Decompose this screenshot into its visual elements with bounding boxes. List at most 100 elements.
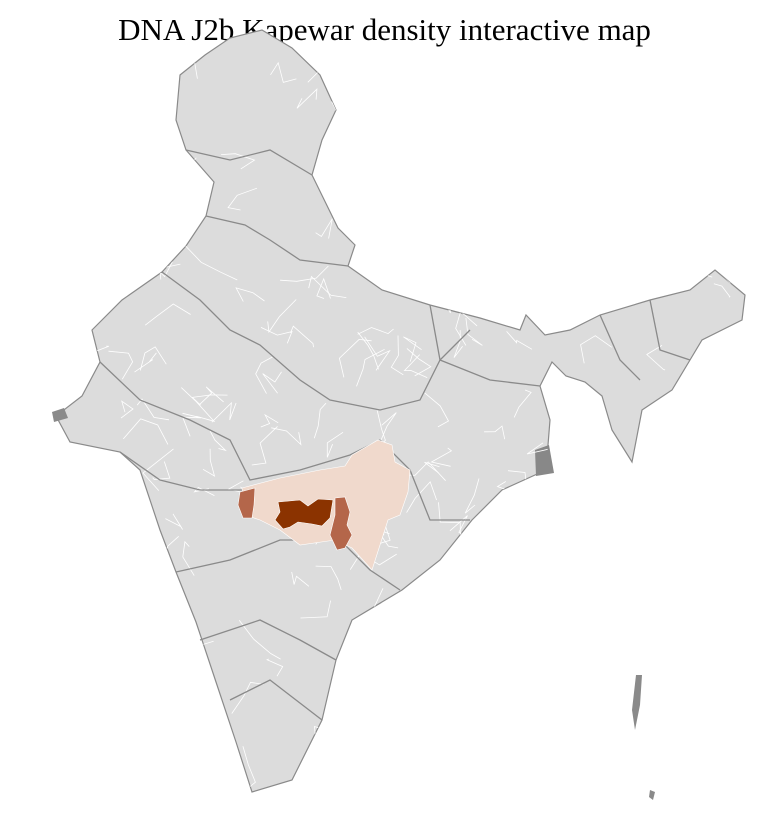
- district-border-line: [452, 127, 484, 148]
- district-border-line: [682, 269, 713, 278]
- district-border-line: [300, 600, 331, 619]
- district-border-line: [327, 691, 357, 713]
- district-border-line: [345, 647, 358, 676]
- district-border-line: [465, 317, 483, 346]
- district-border-line: [375, 201, 416, 218]
- district-border-line: [481, 209, 487, 228]
- region-density-medium-west[interactable]: [237, 487, 256, 519]
- district-border-line: [132, 582, 172, 611]
- district-border-line: [572, 528, 588, 547]
- district-border-line: [181, 387, 216, 423]
- district-border-line: [203, 758, 237, 779]
- district-border-line: [580, 335, 613, 364]
- district-border-line: [643, 661, 662, 677]
- district-border-line: [632, 564, 645, 581]
- district-border-line: [498, 654, 532, 704]
- district-border-line: [555, 562, 576, 582]
- district-border-line: [267, 299, 297, 334]
- district-border-line: [315, 218, 333, 239]
- district-border-line: [552, 587, 580, 602]
- district-border-line: [488, 30, 519, 46]
- district-border-line: [360, 203, 390, 224]
- district-border-line: [464, 98, 484, 121]
- district-border-line: [366, 158, 383, 180]
- district-border-line: [400, 687, 438, 721]
- district-border-line: [578, 281, 597, 296]
- district-border-line: [381, 758, 403, 774]
- district-border-line: [484, 425, 506, 440]
- district-border-line: [357, 327, 394, 335]
- district-border-line: [514, 30, 527, 33]
- district-border-line: [182, 540, 195, 576]
- district-border-line: [521, 240, 535, 259]
- district-border-line: [152, 461, 171, 480]
- district-border-line: [698, 656, 722, 683]
- district-border-line: [415, 34, 430, 54]
- district-border-line: [323, 161, 337, 180]
- district-border-line: [707, 30, 732, 45]
- district-border-line: [635, 622, 665, 645]
- district-border-line: [105, 748, 132, 775]
- district-border-line: [438, 502, 461, 539]
- district-border-line: [599, 53, 646, 83]
- district-border-line: [231, 681, 264, 714]
- land-layer: [52, 29, 746, 800]
- region-density-medium-east[interactable]: [329, 496, 353, 551]
- district-border-line: [506, 331, 533, 350]
- district-border-line: [140, 30, 161, 56]
- district-border-line: [623, 604, 644, 621]
- district-border-line: [611, 479, 626, 510]
- district-border-line: [670, 48, 706, 67]
- district-border-line: [662, 50, 673, 80]
- district-border-line: [415, 679, 454, 685]
- district-border-line: [464, 478, 480, 514]
- district-border-line: [84, 496, 112, 521]
- district-border-line: [564, 405, 585, 425]
- district-border-line: [296, 88, 318, 109]
- district-border-line: [139, 346, 167, 371]
- district-border-line: [154, 633, 179, 646]
- district-border-line: [330, 118, 347, 142]
- district-border-line: [260, 413, 279, 428]
- district-border-line: [578, 254, 595, 263]
- district-border-line: [411, 188, 435, 217]
- district-border-line: [713, 283, 731, 298]
- district-border-line: [509, 132, 528, 153]
- district-border-line: [605, 30, 644, 43]
- district-border-line: [373, 240, 393, 264]
- district-border-line: [144, 303, 191, 326]
- district-border-line: [633, 749, 657, 766]
- district-border-line: [162, 741, 193, 756]
- map-title: DNA J2b Kapewar density interactive map: [118, 12, 651, 47]
- district-border-line: [134, 352, 157, 373]
- district-border-line: [652, 71, 699, 89]
- district-border-line: [578, 432, 599, 454]
- district-border-line: [409, 694, 429, 727]
- district-border-line: [71, 158, 93, 203]
- district-border-line: [182, 412, 202, 437]
- district-border-line: [74, 227, 92, 248]
- district-border-line: [406, 113, 435, 135]
- district-border-line: [165, 513, 183, 530]
- district-border-line: [655, 708, 672, 742]
- district-border-line: [431, 788, 454, 792]
- district-border-line: [199, 386, 224, 405]
- district-border-line: [266, 658, 284, 677]
- district-border-line: [384, 661, 414, 706]
- district-border-line: [435, 133, 466, 155]
- district-border-line: [722, 361, 745, 377]
- district-border-line: [529, 548, 554, 574]
- district-border-line: [251, 426, 278, 466]
- district-border-line: [370, 770, 399, 792]
- district-border-line: [364, 336, 391, 371]
- district-border-line: [636, 487, 667, 509]
- district-border-line: [169, 622, 184, 647]
- district-border-line: [238, 620, 281, 660]
- district-border-line: [712, 413, 737, 430]
- district-border-line: [512, 757, 526, 775]
- district-border-line: [56, 474, 65, 516]
- region-density-high[interactable]: [274, 498, 334, 530]
- district-border-line: [689, 536, 722, 570]
- district-border-line: [59, 153, 100, 163]
